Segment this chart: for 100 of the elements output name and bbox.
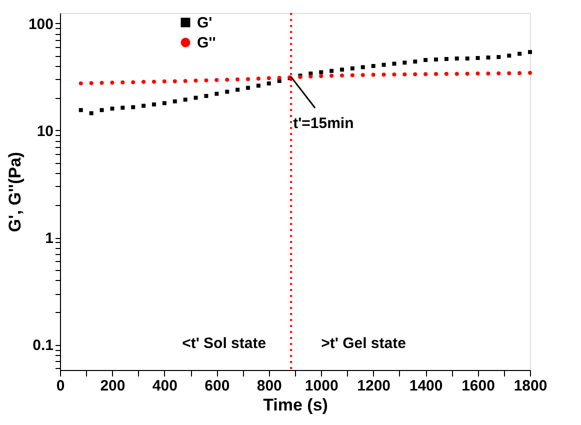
x-tick-label: 0 (56, 378, 65, 394)
point (183, 78, 188, 83)
y-tick-label: 10 (36, 122, 54, 140)
annotation: <t' Sol state (182, 335, 266, 352)
point (454, 72, 459, 76)
point (131, 80, 136, 84)
point (183, 98, 188, 102)
point (172, 99, 177, 104)
point (402, 72, 407, 76)
x-tick-label: 400 (152, 378, 178, 394)
point (465, 72, 470, 76)
point (434, 57, 438, 62)
point (330, 74, 334, 78)
y-tick-label: 100 (28, 16, 54, 33)
legend-label: G' (197, 14, 212, 32)
point (444, 56, 448, 61)
point (110, 106, 114, 111)
point (152, 80, 156, 84)
point (131, 105, 136, 110)
point (496, 71, 501, 76)
point (465, 56, 470, 60)
point (340, 74, 344, 78)
point (225, 90, 230, 94)
point (330, 68, 334, 73)
point (225, 78, 230, 82)
point (528, 50, 532, 54)
point (360, 72, 365, 77)
y-tick-label: 0.1 (32, 337, 54, 354)
point (518, 52, 522, 56)
point (319, 70, 324, 74)
point (266, 76, 271, 80)
point (204, 94, 208, 98)
x-tick-label: 1200 (357, 378, 391, 394)
point (392, 62, 396, 66)
y-axis-title: G', G''(Pa) (5, 152, 24, 232)
point (78, 81, 83, 86)
point (434, 72, 438, 76)
point (371, 64, 376, 68)
x-tick-label: 1000 (304, 378, 338, 394)
point (266, 81, 271, 86)
point (214, 92, 219, 96)
point (424, 58, 428, 62)
point (204, 78, 208, 82)
point (214, 78, 219, 82)
point (194, 78, 198, 83)
point (340, 68, 344, 72)
point (246, 77, 250, 82)
point (152, 102, 156, 106)
point (162, 79, 166, 84)
point (308, 74, 313, 79)
point (120, 80, 125, 84)
point (360, 65, 365, 70)
point (142, 104, 146, 108)
point (402, 60, 407, 65)
point (89, 81, 94, 86)
point (120, 106, 125, 110)
point (507, 54, 512, 58)
point (110, 80, 114, 85)
point (382, 72, 386, 77)
x-tick-label: 600 (204, 378, 230, 394)
point (444, 72, 448, 76)
point (413, 60, 418, 64)
annotation: t'=15min (293, 115, 354, 132)
x-axis-title: Time (s) (263, 396, 328, 414)
point (277, 76, 282, 80)
legend-label: G'' (197, 34, 216, 52)
point (78, 108, 83, 112)
point (392, 72, 396, 77)
point (528, 70, 532, 75)
point (350, 66, 354, 70)
point (486, 56, 490, 60)
point (382, 62, 386, 67)
point (371, 72, 376, 77)
point (319, 74, 324, 78)
point (413, 72, 418, 76)
x-tick-label: 1800 (514, 378, 548, 394)
x-tick-label: 800 (256, 378, 282, 394)
point (162, 101, 166, 106)
point (518, 71, 522, 76)
x-tick-label: 1600 (462, 378, 495, 394)
x-tick-label: 1400 (409, 378, 443, 394)
point (256, 76, 260, 81)
point (507, 71, 512, 76)
point (350, 73, 354, 78)
point (476, 72, 480, 76)
point (476, 56, 480, 60)
annotation: >t' Gel state (321, 335, 406, 352)
point (454, 56, 459, 60)
point (142, 80, 146, 84)
point (172, 79, 177, 84)
point (496, 55, 501, 60)
y-tick-label: 1 (45, 230, 54, 248)
point (486, 72, 490, 76)
point (194, 96, 198, 100)
point (236, 77, 240, 82)
x-tick-label: 200 (100, 378, 126, 394)
point (89, 111, 94, 116)
point (236, 88, 240, 92)
point (246, 86, 250, 90)
point (256, 84, 260, 88)
